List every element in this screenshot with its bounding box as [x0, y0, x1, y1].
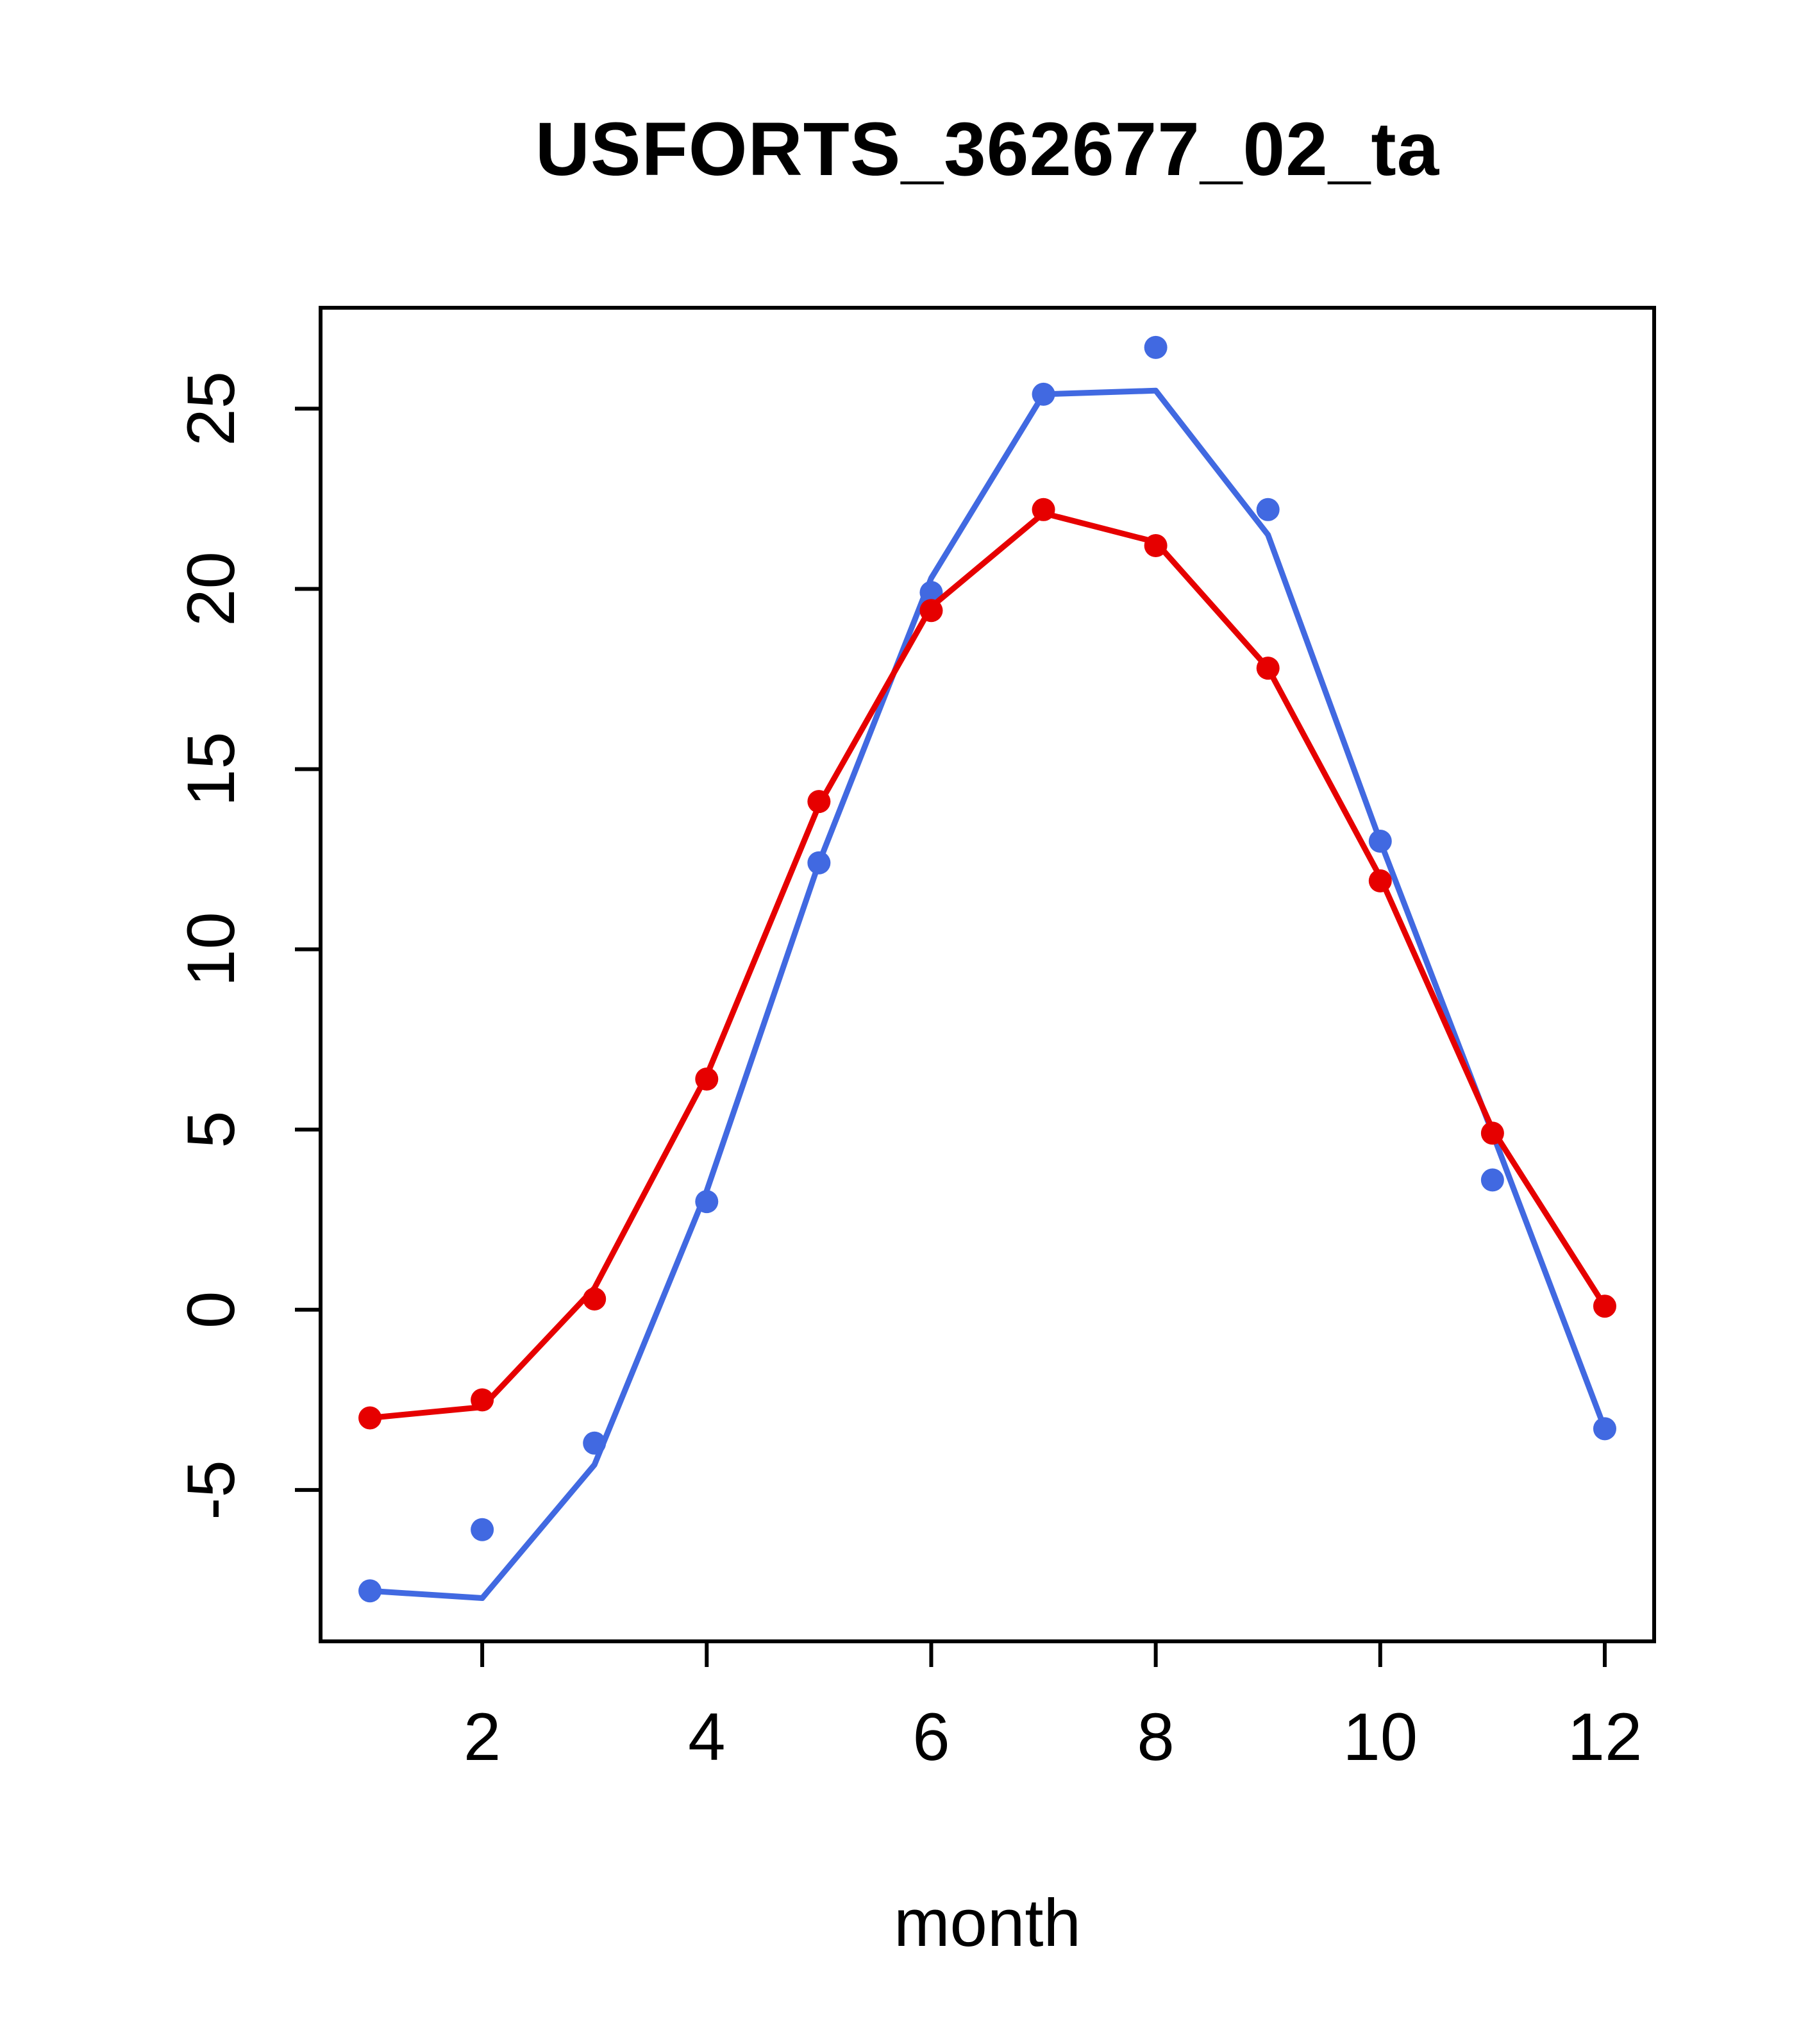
blue-series-point	[1144, 335, 1168, 359]
red-series-point	[471, 1388, 494, 1412]
red-series-point	[695, 1068, 719, 1091]
x-axis-label: month	[894, 1886, 1081, 1961]
x-tick-label: 6	[912, 1700, 950, 1775]
chart-title: USFORTS_362677_02_ta	[535, 107, 1440, 192]
red-series-point	[583, 1287, 607, 1311]
red-series-point	[1368, 869, 1392, 892]
y-tick-label: 10	[174, 912, 249, 987]
blue-series-point	[1032, 382, 1055, 406]
red-series-point	[1480, 1121, 1504, 1145]
blue-series-point	[1368, 830, 1392, 853]
blue-series-line	[367, 387, 1608, 1602]
red-series-point	[919, 599, 943, 623]
blue-series-point	[583, 1431, 607, 1455]
red-series-point	[1032, 498, 1055, 521]
y-tick-label: 20	[174, 551, 249, 626]
red-series-line	[367, 510, 1608, 1421]
blue-series-point	[1480, 1168, 1504, 1192]
x-tick-label: 10	[1343, 1700, 1418, 1775]
y-tick-label: 5	[174, 1111, 249, 1148]
red-series-point	[1144, 534, 1168, 558]
blue-series-point	[919, 581, 943, 605]
plot-box	[319, 306, 1656, 1643]
x-tick-label: 2	[464, 1700, 501, 1775]
blue-series-point	[695, 1190, 719, 1214]
red-series-point	[1256, 657, 1280, 680]
red-series-point	[1593, 1294, 1616, 1318]
x-tick-label: 12	[1568, 1700, 1643, 1775]
y-tick-label: 0	[174, 1291, 249, 1328]
blue-series-point	[807, 851, 831, 875]
red-series-point	[358, 1406, 382, 1430]
y-tick-label: 25	[174, 371, 249, 446]
x-tick-label: 8	[1137, 1700, 1174, 1775]
blue-series-point	[358, 1579, 382, 1603]
y-tick-label: -5	[174, 1460, 249, 1520]
red-series-point	[807, 790, 831, 814]
y-tick-label: 15	[174, 732, 249, 807]
blue-series-point	[471, 1518, 494, 1541]
blue-series-point	[1256, 498, 1280, 521]
x-tick-label: 4	[688, 1700, 725, 1775]
blue-series-point	[1593, 1417, 1616, 1441]
